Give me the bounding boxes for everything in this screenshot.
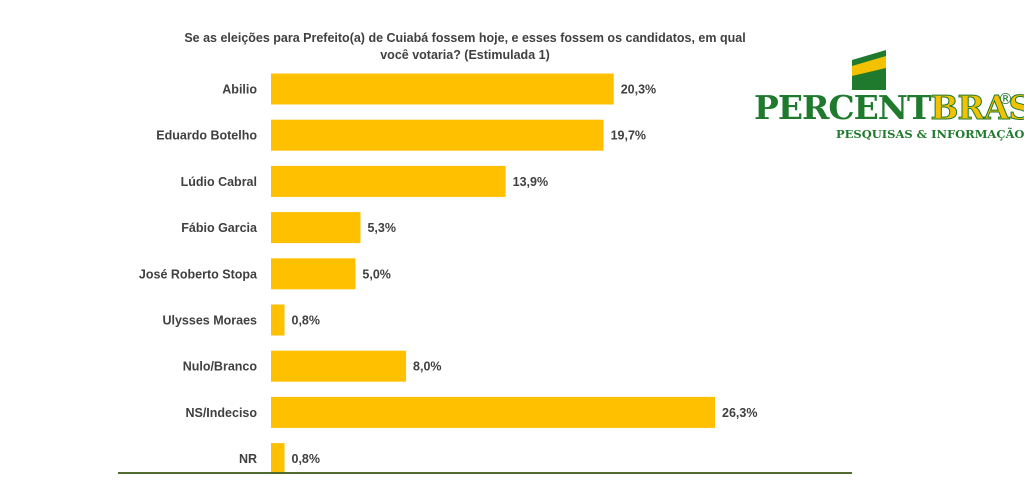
data-label: 13,9% bbox=[513, 175, 548, 189]
logo-name-percent: PERCENT bbox=[754, 88, 932, 127]
percent-brasil-logo: PERCENTBRASIL ® PESQUISAS & INFORMAÇÃO bbox=[752, 50, 1024, 160]
bar bbox=[271, 258, 356, 290]
logo-name: PERCENTBRASIL bbox=[754, 88, 1024, 128]
data-label: 26,3% bbox=[722, 406, 757, 420]
logo-mark-icon bbox=[852, 50, 886, 90]
data-label: 19,7% bbox=[611, 129, 646, 143]
category-label: Nulo/Branco bbox=[183, 360, 258, 374]
data-label: 20,3% bbox=[621, 83, 656, 97]
bar bbox=[271, 304, 285, 336]
category-label: Abilio bbox=[222, 83, 257, 97]
chart-title-line-2: você votaria? (Estimulada 1) bbox=[380, 48, 550, 62]
bar bbox=[271, 165, 506, 197]
data-label: 0,8% bbox=[292, 314, 321, 328]
chart-title: Se as eleições para Prefeito(a) de Cuiab… bbox=[150, 30, 780, 64]
category-label: NR bbox=[239, 452, 257, 466]
category-label: Fábio Garcia bbox=[181, 221, 258, 235]
bar bbox=[271, 119, 604, 151]
data-label: 5,3% bbox=[367, 221, 396, 235]
logo-name-brasil: BRASIL bbox=[930, 88, 1024, 128]
bar bbox=[271, 443, 285, 475]
logo-tagline: PESQUISAS & INFORMAÇÃO bbox=[836, 127, 1024, 141]
data-label: 5,0% bbox=[362, 267, 391, 281]
chart-title-line-1: Se as eleições para Prefeito(a) de Cuiab… bbox=[184, 31, 746, 45]
category-label: NS/Indeciso bbox=[185, 406, 257, 420]
category-label: Ulysses Moraes bbox=[162, 314, 257, 328]
category-label: Eduardo Botelho bbox=[156, 129, 257, 143]
category-label: José Roberto Stopa bbox=[139, 267, 258, 281]
logo-registered-mark: ® bbox=[998, 90, 1013, 108]
data-label: 0,8% bbox=[292, 452, 321, 466]
category-label: Lúdio Cabral bbox=[181, 175, 257, 189]
bar bbox=[271, 350, 407, 382]
bar bbox=[271, 73, 614, 105]
data-label: 8,0% bbox=[413, 360, 442, 374]
bottom-divider bbox=[118, 472, 852, 474]
bar bbox=[271, 396, 715, 428]
bar bbox=[271, 212, 361, 244]
